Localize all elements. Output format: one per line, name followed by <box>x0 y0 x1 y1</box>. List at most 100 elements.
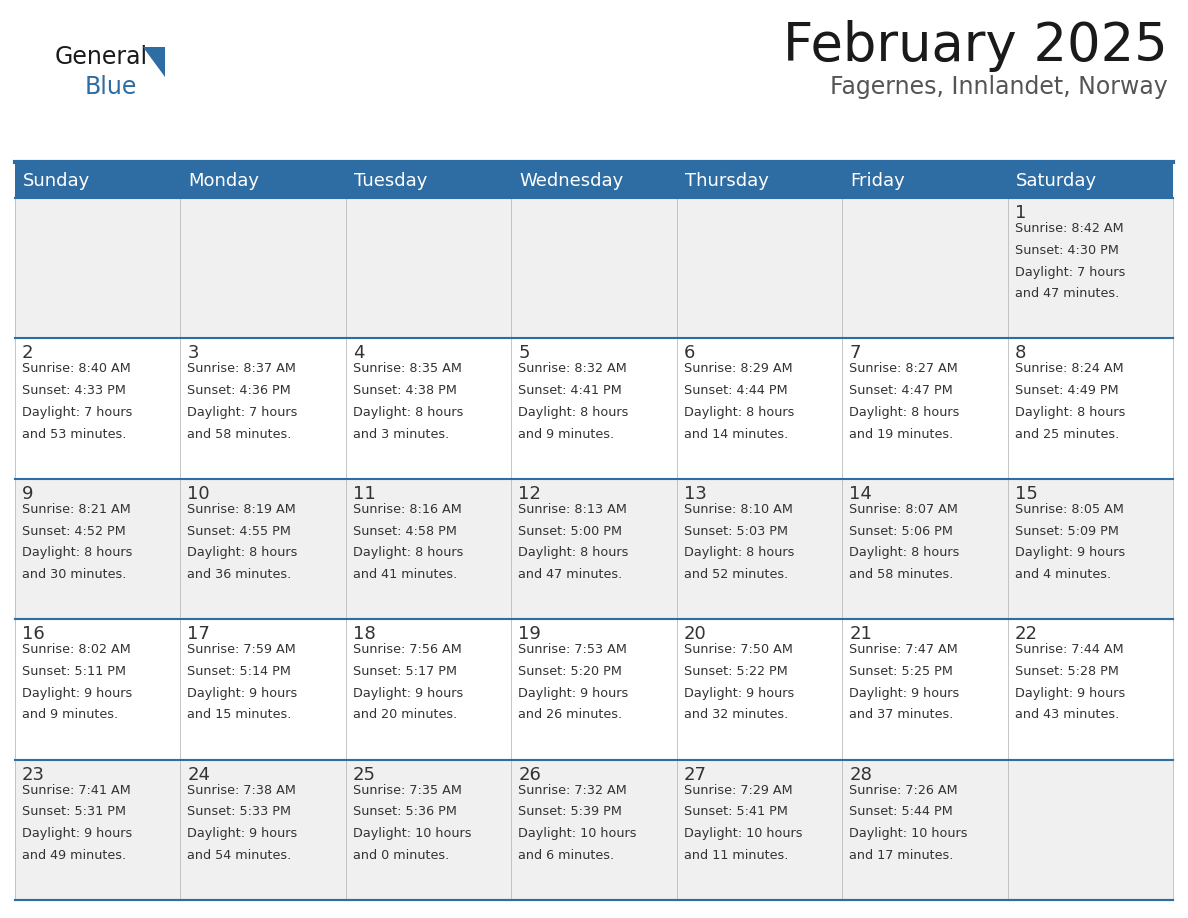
Text: 22: 22 <box>1015 625 1037 644</box>
Text: 14: 14 <box>849 485 872 503</box>
Text: Sunrise: 8:02 AM: Sunrise: 8:02 AM <box>23 644 131 656</box>
Text: 17: 17 <box>188 625 210 644</box>
Text: Sunrise: 8:32 AM: Sunrise: 8:32 AM <box>518 363 627 375</box>
Bar <box>842 339 1007 479</box>
Text: Daylight: 7 hours: Daylight: 7 hours <box>1015 265 1125 278</box>
Text: Daylight: 8 hours: Daylight: 8 hours <box>353 546 463 559</box>
Text: Daylight: 10 hours: Daylight: 10 hours <box>684 827 802 840</box>
Text: and 15 minutes.: and 15 minutes. <box>188 709 292 722</box>
Text: and 41 minutes.: and 41 minutes. <box>353 568 457 581</box>
Text: and 17 minutes.: and 17 minutes. <box>849 849 954 862</box>
Text: and 26 minutes.: and 26 minutes. <box>518 709 623 722</box>
Text: and 52 minutes.: and 52 minutes. <box>684 568 788 581</box>
Bar <box>15 198 181 339</box>
Text: and 14 minutes.: and 14 minutes. <box>684 428 788 441</box>
Bar <box>181 339 346 479</box>
Text: 18: 18 <box>353 625 375 644</box>
Text: and 25 minutes.: and 25 minutes. <box>1015 428 1119 441</box>
Text: Sunset: 4:52 PM: Sunset: 4:52 PM <box>23 524 126 538</box>
Text: 10: 10 <box>188 485 210 503</box>
Text: Sunset: 5:06 PM: Sunset: 5:06 PM <box>849 524 953 538</box>
Text: Sunrise: 7:32 AM: Sunrise: 7:32 AM <box>518 784 627 797</box>
Text: 6: 6 <box>684 344 695 363</box>
Bar <box>15 339 181 479</box>
Text: Sunset: 5:20 PM: Sunset: 5:20 PM <box>518 665 623 678</box>
Text: Thursday: Thursday <box>684 172 769 189</box>
Text: Sunset: 5:09 PM: Sunset: 5:09 PM <box>1015 524 1118 538</box>
Text: Daylight: 9 hours: Daylight: 9 hours <box>684 687 794 700</box>
Text: Daylight: 9 hours: Daylight: 9 hours <box>1015 546 1125 559</box>
Text: Daylight: 9 hours: Daylight: 9 hours <box>188 827 298 840</box>
Text: February 2025: February 2025 <box>783 20 1168 72</box>
Bar <box>511 759 677 900</box>
Text: Sunset: 5:22 PM: Sunset: 5:22 PM <box>684 665 788 678</box>
Bar <box>677 163 842 198</box>
Text: Sunset: 5:00 PM: Sunset: 5:00 PM <box>518 524 623 538</box>
Text: Sunset: 5:25 PM: Sunset: 5:25 PM <box>849 665 953 678</box>
Bar <box>511 198 677 339</box>
Bar <box>511 620 677 759</box>
Text: 23: 23 <box>23 766 45 784</box>
Text: Sunset: 4:58 PM: Sunset: 4:58 PM <box>353 524 456 538</box>
Text: Daylight: 9 hours: Daylight: 9 hours <box>1015 687 1125 700</box>
Text: 27: 27 <box>684 766 707 784</box>
Text: and 32 minutes.: and 32 minutes. <box>684 709 788 722</box>
Text: Daylight: 9 hours: Daylight: 9 hours <box>188 687 298 700</box>
Text: and 0 minutes.: and 0 minutes. <box>353 849 449 862</box>
Text: 8: 8 <box>1015 344 1026 363</box>
Bar <box>1007 479 1173 620</box>
Text: Sunrise: 7:41 AM: Sunrise: 7:41 AM <box>23 784 131 797</box>
Text: Sunrise: 8:16 AM: Sunrise: 8:16 AM <box>353 503 462 516</box>
Bar <box>842 759 1007 900</box>
Bar <box>346 479 511 620</box>
Text: Sunset: 4:38 PM: Sunset: 4:38 PM <box>353 384 456 397</box>
Text: Sunset: 5:33 PM: Sunset: 5:33 PM <box>188 805 291 818</box>
Text: 5: 5 <box>518 344 530 363</box>
Bar <box>677 620 842 759</box>
Bar <box>842 620 1007 759</box>
Bar <box>346 163 511 198</box>
Bar <box>1007 198 1173 339</box>
Text: and 6 minutes.: and 6 minutes. <box>518 849 614 862</box>
Text: and 53 minutes.: and 53 minutes. <box>23 428 126 441</box>
Text: Daylight: 9 hours: Daylight: 9 hours <box>23 827 132 840</box>
Text: Sunset: 4:44 PM: Sunset: 4:44 PM <box>684 384 788 397</box>
Text: and 20 minutes.: and 20 minutes. <box>353 709 457 722</box>
Text: Daylight: 8 hours: Daylight: 8 hours <box>518 406 628 419</box>
Bar <box>677 479 842 620</box>
Text: Sunset: 5:41 PM: Sunset: 5:41 PM <box>684 805 788 818</box>
Text: Daylight: 10 hours: Daylight: 10 hours <box>518 827 637 840</box>
Text: 3: 3 <box>188 344 198 363</box>
Text: Sunset: 4:33 PM: Sunset: 4:33 PM <box>23 384 126 397</box>
Text: Daylight: 8 hours: Daylight: 8 hours <box>188 546 298 559</box>
Text: Daylight: 9 hours: Daylight: 9 hours <box>353 687 463 700</box>
Text: Sunrise: 8:07 AM: Sunrise: 8:07 AM <box>849 503 958 516</box>
Text: Sunrise: 7:59 AM: Sunrise: 7:59 AM <box>188 644 296 656</box>
Text: Sunrise: 8:24 AM: Sunrise: 8:24 AM <box>1015 363 1123 375</box>
Text: 28: 28 <box>849 766 872 784</box>
Text: Daylight: 10 hours: Daylight: 10 hours <box>353 827 472 840</box>
Text: Sunrise: 7:47 AM: Sunrise: 7:47 AM <box>849 644 958 656</box>
Text: Sunrise: 8:19 AM: Sunrise: 8:19 AM <box>188 503 296 516</box>
Text: Sunrise: 7:29 AM: Sunrise: 7:29 AM <box>684 784 792 797</box>
Text: Daylight: 8 hours: Daylight: 8 hours <box>849 406 960 419</box>
Bar <box>15 759 181 900</box>
Text: Sunrise: 8:27 AM: Sunrise: 8:27 AM <box>849 363 958 375</box>
Bar <box>511 163 677 198</box>
Text: and 37 minutes.: and 37 minutes. <box>849 709 954 722</box>
Bar <box>346 198 511 339</box>
Text: Daylight: 10 hours: Daylight: 10 hours <box>849 827 968 840</box>
Bar <box>15 479 181 620</box>
Text: and 58 minutes.: and 58 minutes. <box>849 568 954 581</box>
Text: Daylight: 9 hours: Daylight: 9 hours <box>23 687 132 700</box>
Text: Wednesday: Wednesday <box>519 172 624 189</box>
Bar <box>181 479 346 620</box>
Text: Monday: Monday <box>189 172 259 189</box>
Text: 16: 16 <box>23 625 45 644</box>
Text: Daylight: 9 hours: Daylight: 9 hours <box>849 687 960 700</box>
Text: Sunrise: 8:37 AM: Sunrise: 8:37 AM <box>188 363 296 375</box>
Text: Sunset: 5:11 PM: Sunset: 5:11 PM <box>23 665 126 678</box>
Text: Sunset: 4:47 PM: Sunset: 4:47 PM <box>849 384 953 397</box>
Text: 4: 4 <box>353 344 365 363</box>
Bar <box>181 198 346 339</box>
